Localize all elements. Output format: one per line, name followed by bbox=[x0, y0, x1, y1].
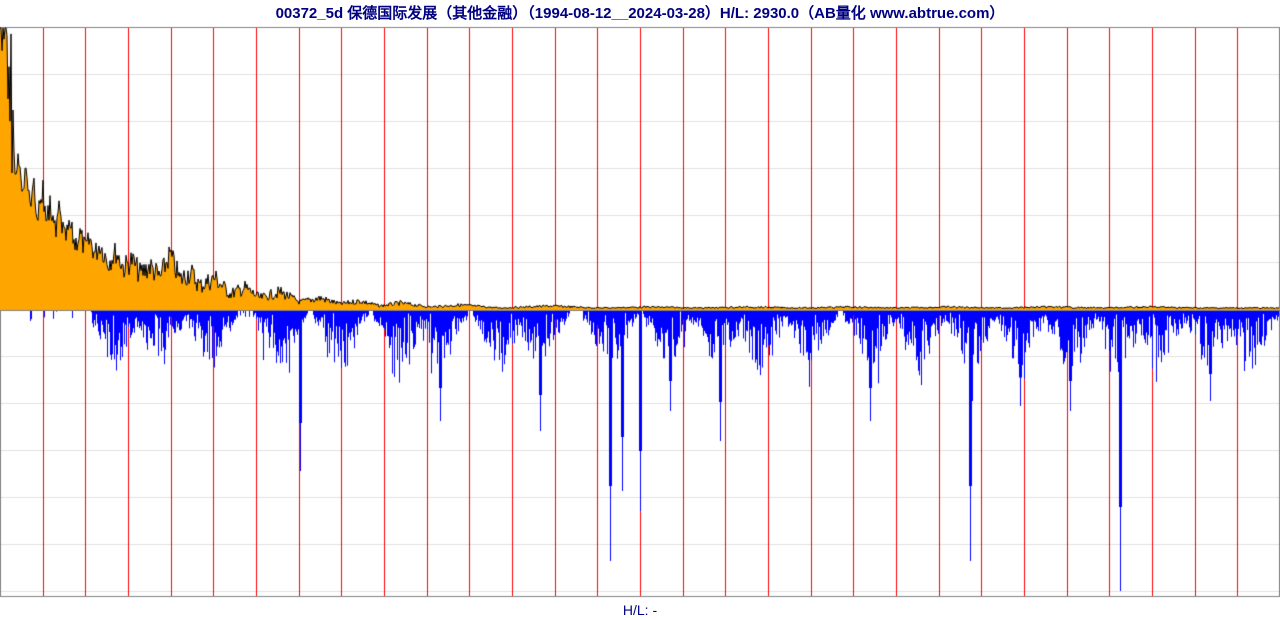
chart-title: 00372_5d 保德国际发展（其他金融）（1994-08-12__2024-0… bbox=[0, 2, 1280, 23]
stock-chart-canvas bbox=[0, 22, 1280, 602]
chart-footer: H/L: - bbox=[0, 602, 1280, 618]
